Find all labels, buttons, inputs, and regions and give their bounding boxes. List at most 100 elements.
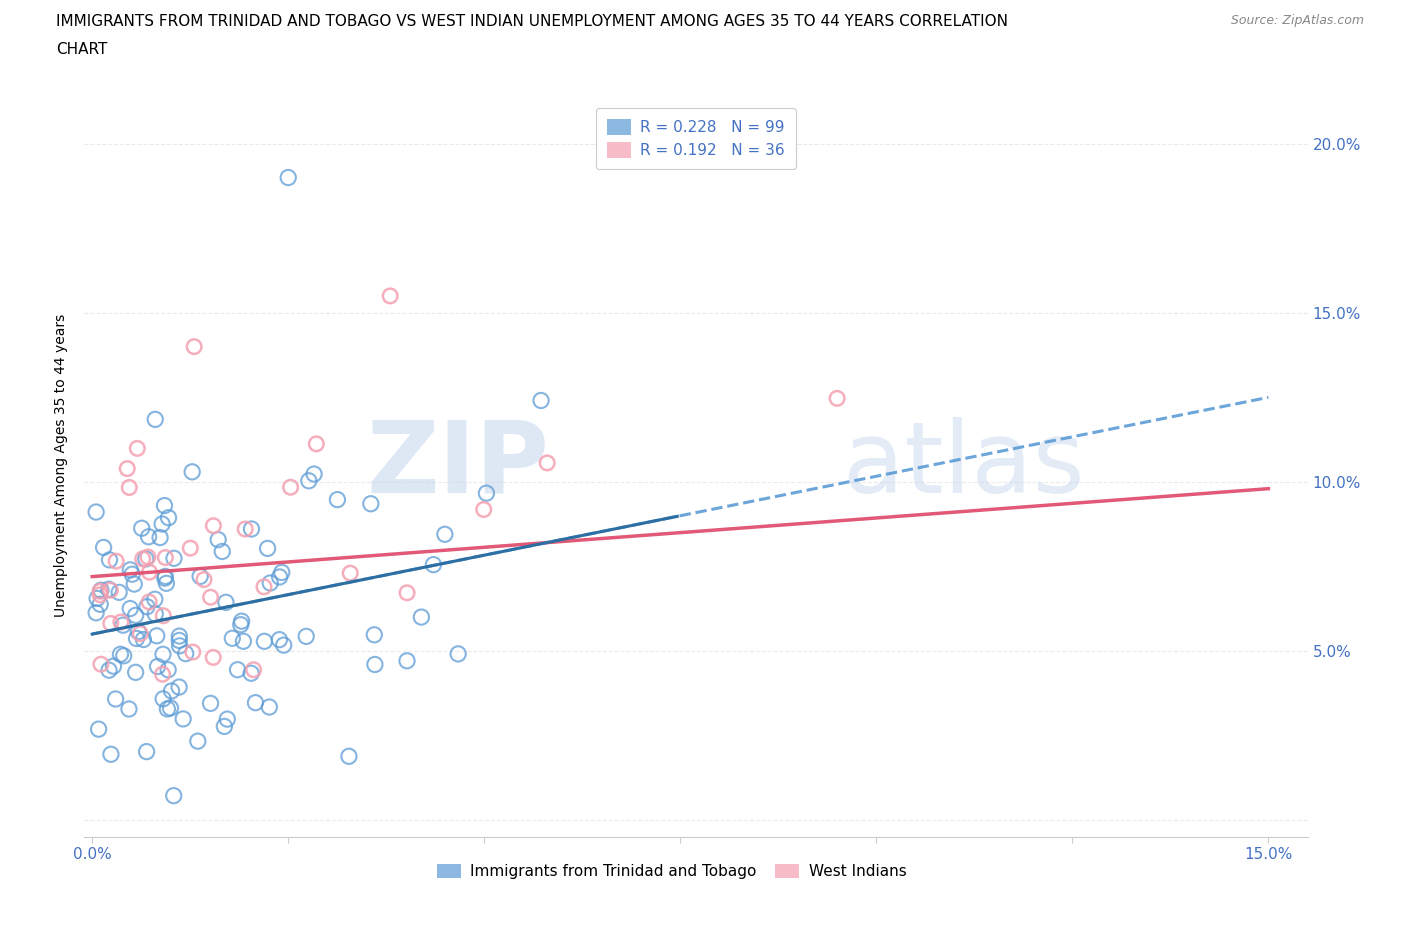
Point <box>121 566 143 581</box>
Point <box>411 610 433 625</box>
Point <box>110 647 132 662</box>
Point <box>179 540 201 555</box>
Point <box>84 605 107 620</box>
Point <box>100 583 122 598</box>
Point <box>337 749 360 764</box>
Point <box>89 584 111 599</box>
Point <box>98 552 121 567</box>
Point <box>127 441 149 456</box>
Point <box>136 599 159 614</box>
Point <box>155 551 177 565</box>
Point <box>146 659 169 674</box>
Point <box>211 544 233 559</box>
Point <box>159 700 181 715</box>
Point <box>156 701 179 716</box>
Point <box>98 663 121 678</box>
Point <box>153 498 176 513</box>
Point <box>136 550 159 565</box>
Point <box>155 576 177 591</box>
Point <box>100 747 122 762</box>
Text: atlas: atlas <box>842 417 1084 513</box>
Point <box>825 391 848 405</box>
Point <box>135 551 157 566</box>
Point <box>280 480 302 495</box>
Point <box>231 614 253 629</box>
Text: CHART: CHART <box>56 42 108 57</box>
Point <box>200 590 222 604</box>
Point <box>259 699 281 714</box>
Point <box>202 518 225 533</box>
Point <box>360 497 382 512</box>
Point <box>104 692 127 707</box>
Point <box>174 646 197 661</box>
Point <box>84 505 107 520</box>
Point <box>135 744 157 759</box>
Point <box>149 530 172 545</box>
Point <box>129 626 152 641</box>
Point <box>163 551 186 565</box>
Point <box>163 789 186 804</box>
Point <box>277 170 299 185</box>
Point <box>90 657 112 671</box>
Point <box>143 606 166 621</box>
Point <box>120 563 142 578</box>
Point <box>157 662 180 677</box>
Point <box>326 492 349 507</box>
Point <box>124 665 146 680</box>
Point <box>150 516 173 531</box>
Point <box>269 632 291 647</box>
Point <box>207 532 229 547</box>
Point <box>305 436 328 451</box>
Point <box>152 608 174 623</box>
Point <box>475 485 498 500</box>
Point <box>181 464 204 479</box>
Point <box>100 616 122 631</box>
Point <box>120 601 142 616</box>
Point <box>132 551 155 566</box>
Point <box>240 666 263 681</box>
Point <box>138 565 160 579</box>
Point <box>172 711 194 726</box>
Point <box>215 595 238 610</box>
Point <box>396 585 419 600</box>
Point <box>118 480 141 495</box>
Point <box>111 618 134 632</box>
Point <box>112 648 135 663</box>
Point <box>217 711 239 726</box>
Point <box>193 572 215 587</box>
Point <box>233 522 256 537</box>
Text: IMMIGRANTS FROM TRINIDAD AND TOBAGO VS WEST INDIAN UNEMPLOYMENT AMONG AGES 35 TO: IMMIGRANTS FROM TRINIDAD AND TOBAGO VS W… <box>56 14 1008 29</box>
Point <box>87 722 110 737</box>
Point <box>143 412 166 427</box>
Point <box>127 624 149 639</box>
Point <box>187 734 209 749</box>
Point <box>118 701 141 716</box>
Point <box>160 684 183 698</box>
Point <box>108 585 131 600</box>
Point <box>115 461 138 476</box>
Point <box>157 511 180 525</box>
Point <box>422 557 444 572</box>
Y-axis label: Unemployment Among Ages 35 to 44 years: Unemployment Among Ages 35 to 44 years <box>55 313 69 617</box>
Point <box>221 631 243 645</box>
Point <box>124 608 146 623</box>
Point <box>298 473 321 488</box>
Point <box>167 633 190 648</box>
Point <box>125 631 148 646</box>
Point <box>132 632 155 647</box>
Point <box>181 644 204 659</box>
Point <box>152 667 174 682</box>
Point <box>86 591 108 605</box>
Point <box>433 527 456 542</box>
Point <box>143 591 166 606</box>
Point <box>110 615 132 630</box>
Point <box>103 658 125 673</box>
Point <box>169 638 191 653</box>
Point <box>105 553 128 568</box>
Point <box>363 628 385 643</box>
Point <box>152 691 174 706</box>
Point <box>169 629 191 644</box>
Point <box>253 634 276 649</box>
Point <box>259 576 281 591</box>
Point <box>256 541 278 556</box>
